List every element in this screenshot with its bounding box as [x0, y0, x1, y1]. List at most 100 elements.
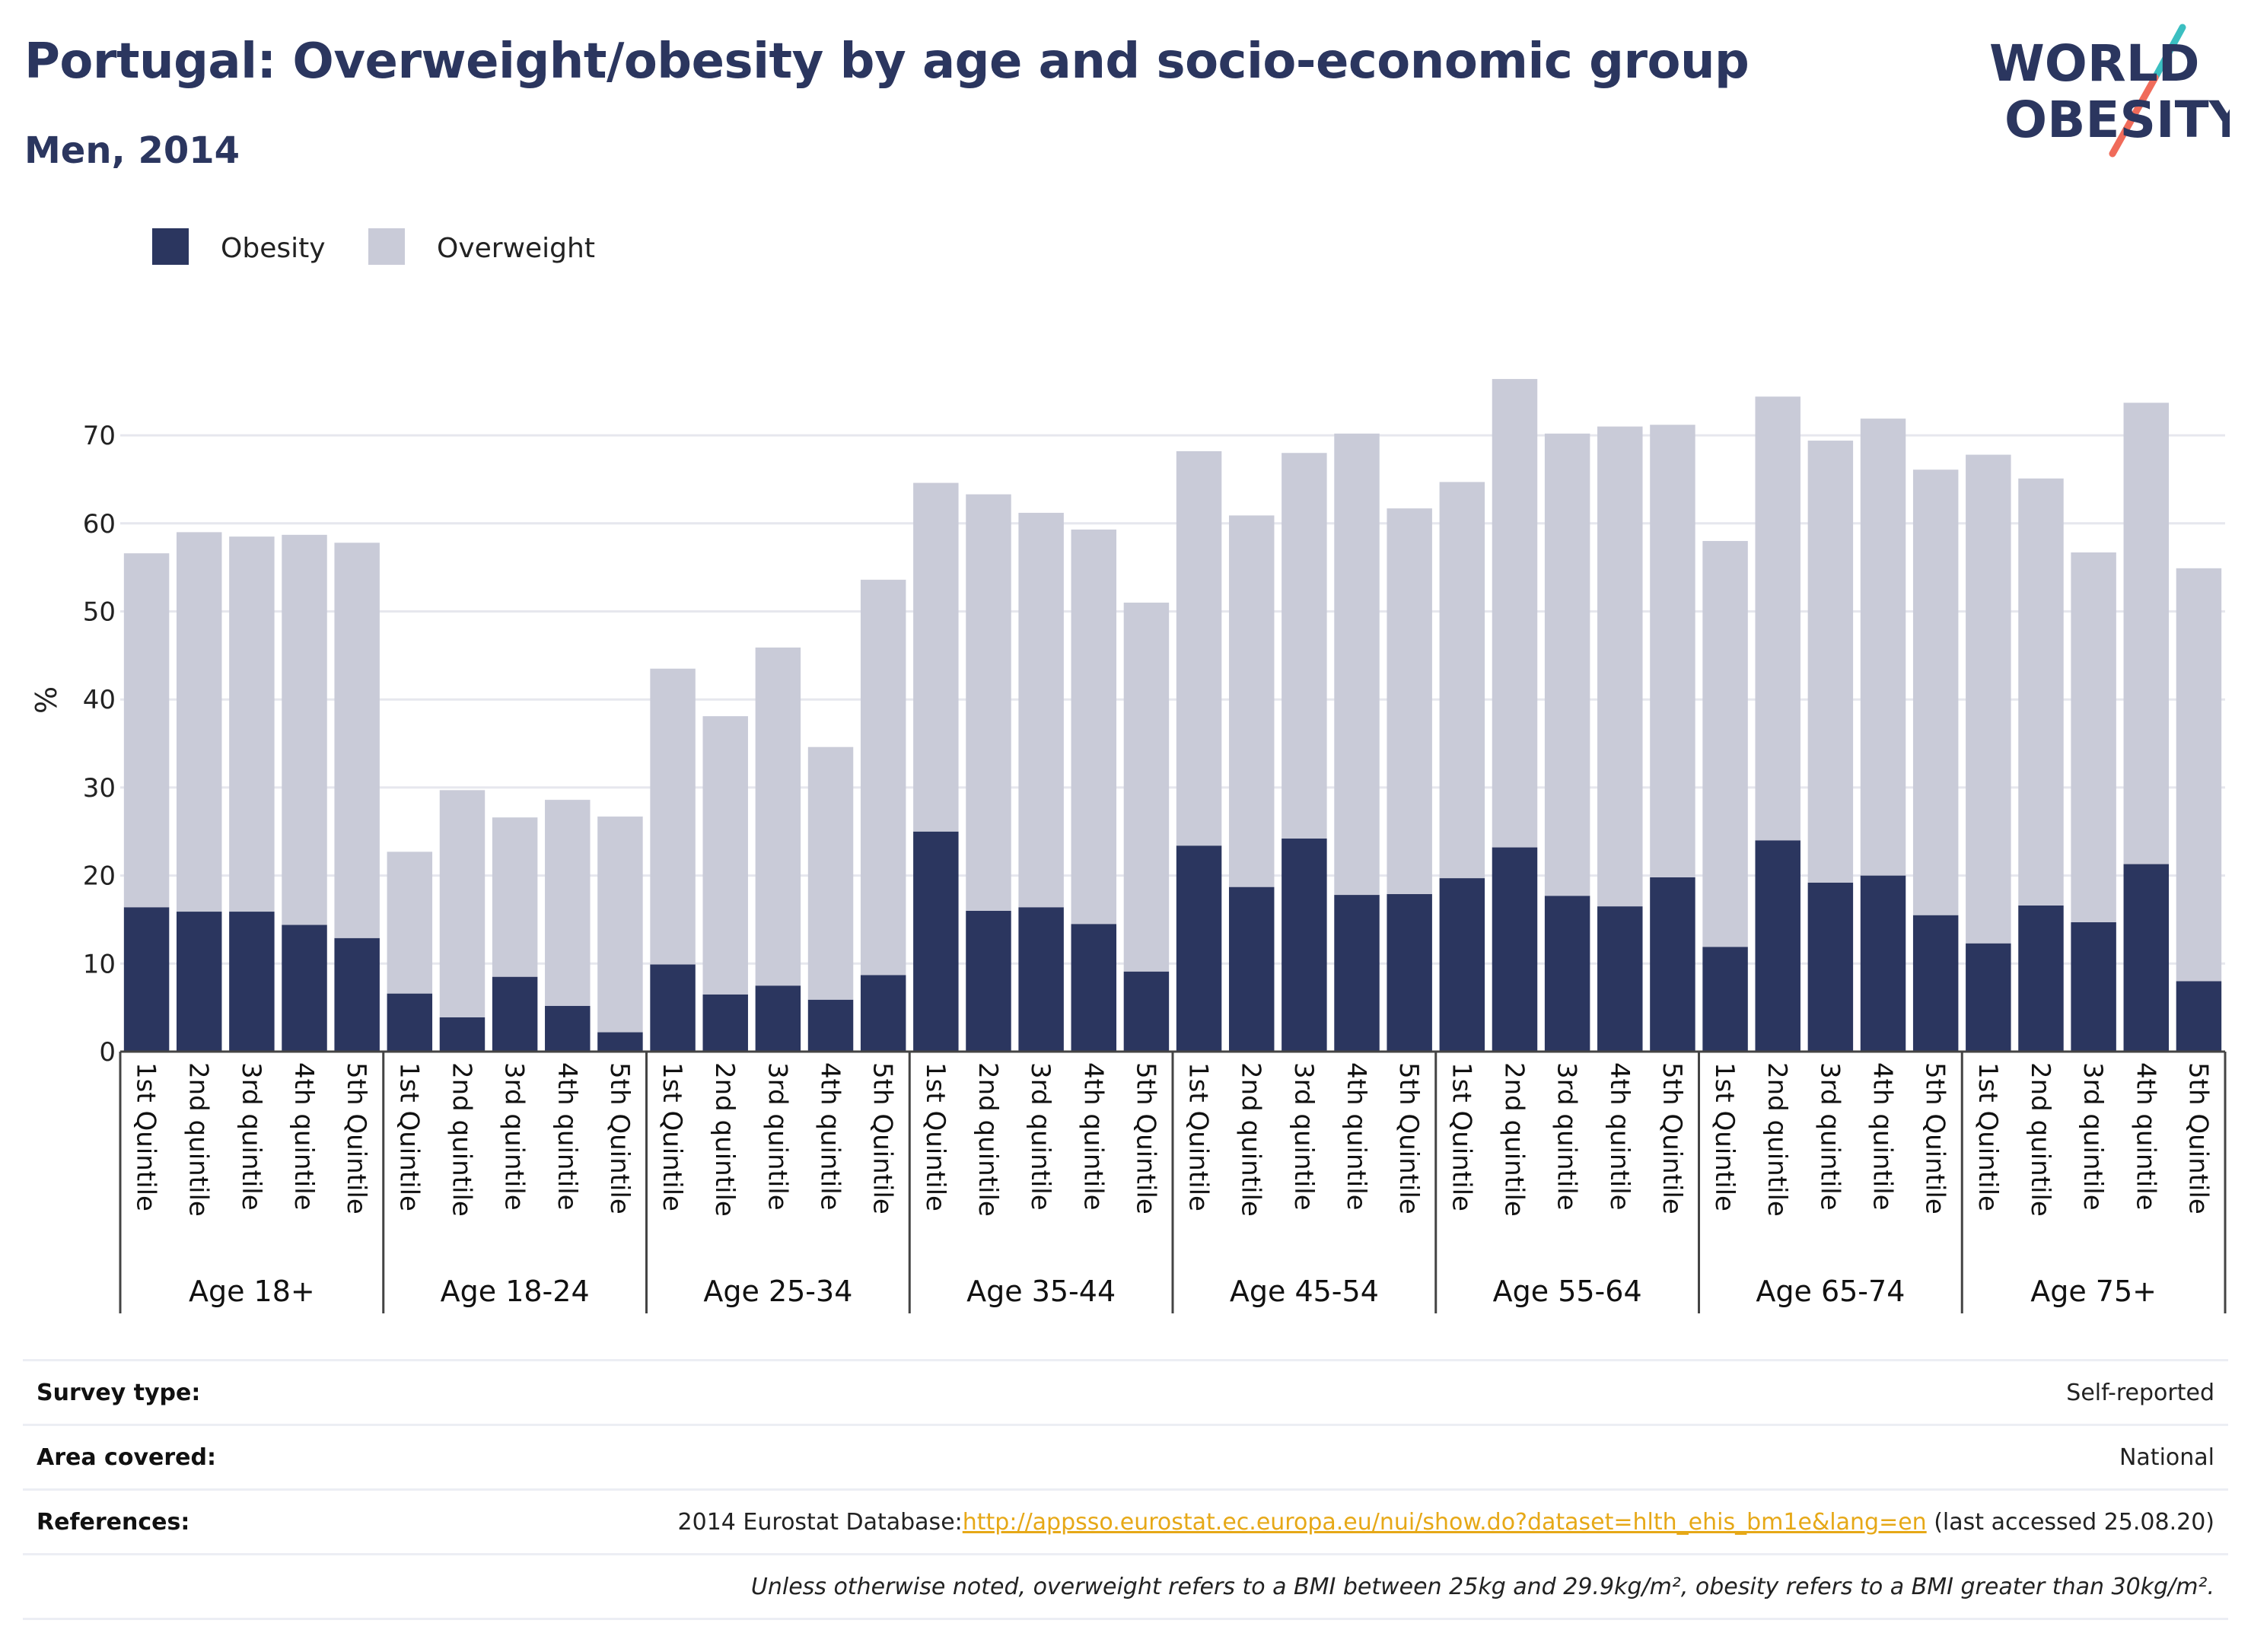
- y-tick-label: 50: [83, 597, 116, 628]
- legend-label-obesity: Obesity: [221, 233, 326, 264]
- x-category-label: 3rd quintile: [1814, 1062, 1845, 1211]
- references-suffix: (last accessed 25.08.20): [1926, 1509, 2214, 1536]
- bar-overweight: [1439, 482, 1485, 879]
- bar-overweight: [1492, 379, 1538, 848]
- references-label: References:: [37, 1509, 190, 1536]
- x-group-label: Age 18-24: [441, 1275, 590, 1308]
- bar-obesity: [439, 1017, 486, 1052]
- x-category-label: 5th Quintile: [604, 1062, 635, 1214]
- bar-obesity: [913, 831, 959, 1052]
- bar-obesity: [1650, 877, 1695, 1052]
- x-group-label: Age 45-54: [1230, 1275, 1379, 1308]
- x-category-label: 2nd quintile: [183, 1062, 214, 1217]
- page-subtitle: Men, 2014: [24, 129, 240, 172]
- y-axis-ticks: 0 10 20 30 40 50 60 70: [83, 421, 116, 1068]
- page-title: Portugal: Overweight/obesity by age and …: [24, 33, 1750, 90]
- x-category-label: 3rd quintile: [1552, 1062, 1582, 1211]
- bar-obesity: [597, 1032, 643, 1052]
- bar-obesity: [702, 994, 748, 1052]
- bar-overweight: [2123, 403, 2170, 864]
- bar-overweight: [1018, 512, 1064, 908]
- bar-overweight: [545, 800, 591, 1006]
- logo-text-world: WORLD: [1989, 34, 2200, 93]
- bar-obesity: [2123, 864, 2170, 1052]
- y-tick-label: 40: [83, 685, 116, 715]
- bar-obesity: [1439, 878, 1485, 1052]
- bar-obesity: [1807, 882, 1854, 1052]
- bar-overweight: [1597, 426, 1643, 907]
- bar-overweight: [1807, 441, 1854, 883]
- references-value: 2014 Eurostat Database:http://appsso.eur…: [678, 1509, 2214, 1536]
- bar-overweight: [387, 851, 433, 994]
- bar-obesity: [176, 912, 222, 1052]
- bar-overweight: [1755, 396, 1800, 841]
- bar-overweight: [282, 534, 327, 925]
- note-row: Unless otherwise noted, overweight refer…: [23, 1553, 2228, 1620]
- x-category-label: 5th Quintile: [1920, 1062, 1950, 1214]
- x-category-label: 1st Quintile: [131, 1062, 161, 1211]
- references-row: References: 2014 Eurostat Database:http:…: [23, 1488, 2228, 1553]
- x-category-label: 2nd quintile: [1762, 1062, 1792, 1217]
- x-category-label: 4th quintile: [815, 1062, 845, 1211]
- bar-obesity: [1334, 895, 1380, 1052]
- x-category-label: 1st Quintile: [1183, 1062, 1214, 1211]
- bar-overweight: [1123, 602, 1170, 972]
- area-covered-row: Area covered: National: [23, 1424, 2228, 1488]
- bar-obesity: [1912, 915, 1959, 1052]
- x-category-label: 3rd quintile: [762, 1062, 792, 1211]
- survey-type-value: Self-reported: [2066, 1380, 2214, 1406]
- x-category-label: 5th Quintile: [341, 1062, 371, 1214]
- references-link[interactable]: http://appsso.eurostat.ec.europa.eu/nui/…: [962, 1509, 1927, 1536]
- bar-obesity: [387, 993, 433, 1052]
- x-category-label: 1st Quintile: [1972, 1062, 2003, 1211]
- references-prefix: 2014 Eurostat Database:: [677, 1509, 963, 1536]
- bar-obesity: [492, 976, 538, 1052]
- logo-text-obesity: OBESITY: [2004, 91, 2230, 149]
- bar-overweight: [702, 716, 748, 995]
- x-category-label: 3rd quintile: [499, 1062, 530, 1211]
- bar-obesity: [1597, 906, 1643, 1052]
- bar-overweight: [1966, 454, 2011, 944]
- definition-note: Unless otherwise noted, overweight refer…: [750, 1574, 2214, 1600]
- bar-overweight: [2018, 478, 2064, 906]
- bar-obesity: [229, 912, 275, 1052]
- bar-obesity: [755, 985, 801, 1052]
- legend-label-overweight: Overweight: [437, 233, 595, 264]
- bar-overweight: [1387, 508, 1432, 894]
- x-category-label: 3rd quintile: [1288, 1062, 1319, 1211]
- bar-overweight: [1334, 433, 1380, 896]
- x-category-label: 1st Quintile: [657, 1062, 687, 1211]
- x-category-label: 2nd quintile: [1236, 1062, 1266, 1217]
- bar-overweight: [2071, 552, 2116, 922]
- y-tick-label: 0: [99, 1037, 116, 1068]
- bar-obesity: [2176, 981, 2222, 1052]
- bar-overweight: [176, 532, 222, 912]
- bar-obesity: [1492, 847, 1538, 1052]
- bar-obesity: [1018, 907, 1064, 1052]
- legend-swatch-obesity: [152, 228, 189, 265]
- bar-overweight: [913, 482, 959, 832]
- survey-type-row: Survey type: Self-reported: [23, 1359, 2228, 1424]
- bars: [123, 379, 2222, 1052]
- bar-obesity: [123, 907, 170, 1052]
- bar-overweight: [755, 647, 801, 986]
- bar-obesity: [1282, 839, 1327, 1052]
- y-tick-label: 70: [83, 421, 116, 451]
- y-tick-label: 10: [83, 949, 116, 979]
- bar-overweight: [1650, 425, 1695, 877]
- x-category-label: 2nd quintile: [709, 1062, 740, 1217]
- bar-overweight: [1282, 453, 1327, 839]
- x-category-label: 2nd quintile: [446, 1062, 476, 1217]
- bar-obesity: [1176, 845, 1222, 1052]
- bar-obesity: [1071, 924, 1117, 1052]
- x-group-label: Age 35-44: [966, 1275, 1116, 1308]
- x-group-label: Age 55-64: [1493, 1275, 1642, 1308]
- bar-overweight: [2176, 568, 2222, 982]
- bar-obesity: [1966, 943, 2011, 1052]
- x-category-label: 5th Quintile: [2183, 1062, 2213, 1214]
- bar-obesity: [2018, 905, 2064, 1052]
- y-axis-label: %: [30, 686, 63, 714]
- bar-obesity: [1702, 947, 1748, 1052]
- x-category-label: 3rd quintile: [2077, 1062, 2108, 1211]
- x-category-label: 5th Quintile: [868, 1062, 898, 1214]
